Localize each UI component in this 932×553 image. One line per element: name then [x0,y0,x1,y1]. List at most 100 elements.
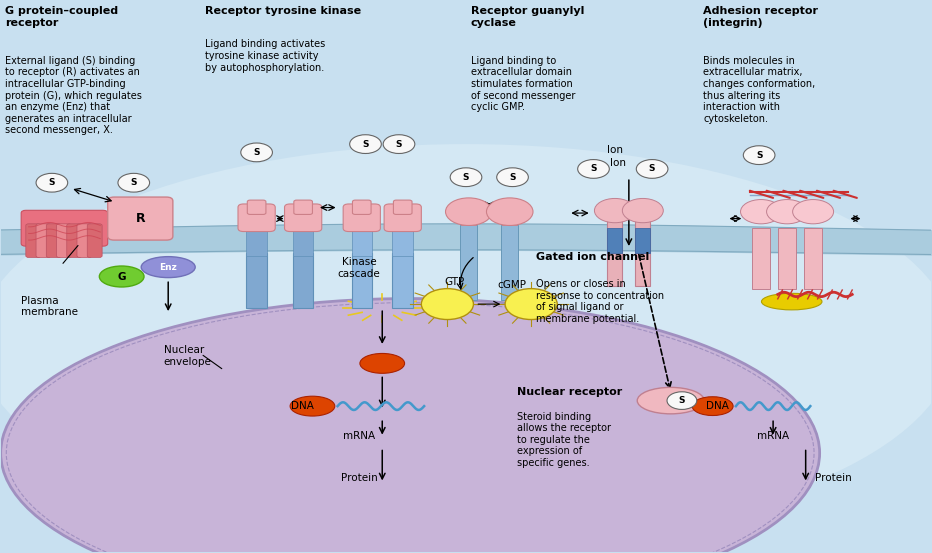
Bar [246,253,267,308]
Text: Ion: Ion [610,158,625,169]
Bar [246,226,267,256]
Bar [636,228,651,253]
Text: S: S [678,396,685,405]
Text: Protein: Protein [816,473,852,483]
Text: Opens or closes in
response to concentration
of signal ligand or
membrane potent: Opens or closes in response to concentra… [536,279,664,324]
Circle shape [118,173,150,192]
Text: R: R [135,212,145,225]
Text: Ligand binding activates
tyrosine kinase activity
by autophosphorylation.: Ligand binding activates tyrosine kinase… [205,39,325,72]
Bar [636,215,651,286]
Text: DNA: DNA [706,401,729,411]
Text: Binds molecules in
extracellular matrix,
changes conformation,
thus altering its: Binds molecules in extracellular matrix,… [704,56,816,124]
Text: mRNA: mRNA [343,431,375,441]
FancyBboxPatch shape [284,204,322,232]
Ellipse shape [0,144,932,541]
Ellipse shape [761,293,822,310]
Text: S: S [463,173,469,182]
Circle shape [36,173,68,192]
Circle shape [505,289,557,320]
Bar [351,253,372,308]
Bar [608,228,623,253]
Ellipse shape [1,299,819,553]
Circle shape [350,135,381,154]
Text: S: S [363,139,369,149]
Text: Kinase
cascade: Kinase cascade [337,257,380,279]
Circle shape [421,289,473,320]
Ellipse shape [637,387,705,414]
FancyBboxPatch shape [26,224,41,258]
Bar [392,253,413,308]
Bar [778,228,796,289]
FancyBboxPatch shape [352,200,371,215]
Bar [293,226,313,256]
FancyBboxPatch shape [77,224,92,258]
FancyBboxPatch shape [67,224,82,258]
Circle shape [487,198,533,226]
Circle shape [792,200,833,224]
Ellipse shape [290,396,335,416]
FancyBboxPatch shape [294,200,312,215]
FancyBboxPatch shape [343,204,380,232]
Text: G: G [117,272,126,281]
FancyBboxPatch shape [57,224,72,258]
Ellipse shape [692,397,733,415]
Text: Steroid binding
allows the receptor
to regulate the
expression of
specific genes: Steroid binding allows the receptor to r… [517,411,611,468]
Circle shape [445,198,492,226]
Ellipse shape [360,353,404,373]
Text: Ion: Ion [607,145,623,155]
Bar [752,228,771,289]
Text: S: S [509,173,515,182]
FancyBboxPatch shape [36,224,51,258]
Circle shape [637,160,668,178]
Circle shape [741,200,781,224]
Text: S: S [756,150,762,160]
Bar [392,226,413,256]
Text: Receptor tyrosine kinase: Receptor tyrosine kinase [205,6,362,16]
Bar [460,226,477,300]
Text: External ligand (S) binding
to receptor (R) activates an
intracellular GTP-bindi: External ligand (S) binding to receptor … [6,56,143,135]
FancyBboxPatch shape [108,197,172,240]
Text: Adhesion receptor
(integrin): Adhesion receptor (integrin) [704,6,818,28]
Text: Nuclear
envelope: Nuclear envelope [163,346,212,367]
Text: mRNA: mRNA [757,431,789,441]
Text: cGMP: cGMP [497,280,526,290]
Text: S: S [590,164,596,174]
Text: Ligand binding to
extracellular domain
stimulates formation
of second messenger
: Ligand binding to extracellular domain s… [471,56,575,112]
FancyBboxPatch shape [384,204,421,232]
Circle shape [450,168,482,186]
Circle shape [383,135,415,154]
FancyBboxPatch shape [247,200,266,215]
Bar [461,219,476,226]
Text: S: S [254,148,260,157]
Text: Nuclear receptor: Nuclear receptor [517,387,623,397]
Text: G protein–coupled
receptor: G protein–coupled receptor [6,6,118,28]
Text: Receptor guanylyl
cyclase: Receptor guanylyl cyclase [471,6,584,28]
Bar [351,226,372,256]
Text: S: S [396,139,403,149]
Text: Enz: Enz [159,263,177,272]
FancyBboxPatch shape [88,224,103,258]
Text: Gated ion channel: Gated ion channel [536,252,649,262]
FancyBboxPatch shape [238,204,275,232]
Ellipse shape [100,266,144,287]
Text: GTP: GTP [445,277,465,287]
Bar [803,228,822,289]
Text: S: S [130,178,137,187]
Text: S: S [48,178,55,187]
FancyBboxPatch shape [21,210,108,246]
Circle shape [595,199,636,223]
Bar [293,253,313,308]
Circle shape [578,160,610,178]
FancyBboxPatch shape [393,200,412,215]
Circle shape [623,199,664,223]
Circle shape [744,146,775,165]
Circle shape [667,392,697,409]
Text: Protein: Protein [340,473,377,483]
Ellipse shape [142,257,195,278]
FancyBboxPatch shape [47,224,62,258]
Bar [608,215,623,286]
Text: DNA: DNA [291,401,314,411]
Circle shape [240,143,272,162]
Bar [501,226,518,300]
Text: S: S [649,164,655,174]
